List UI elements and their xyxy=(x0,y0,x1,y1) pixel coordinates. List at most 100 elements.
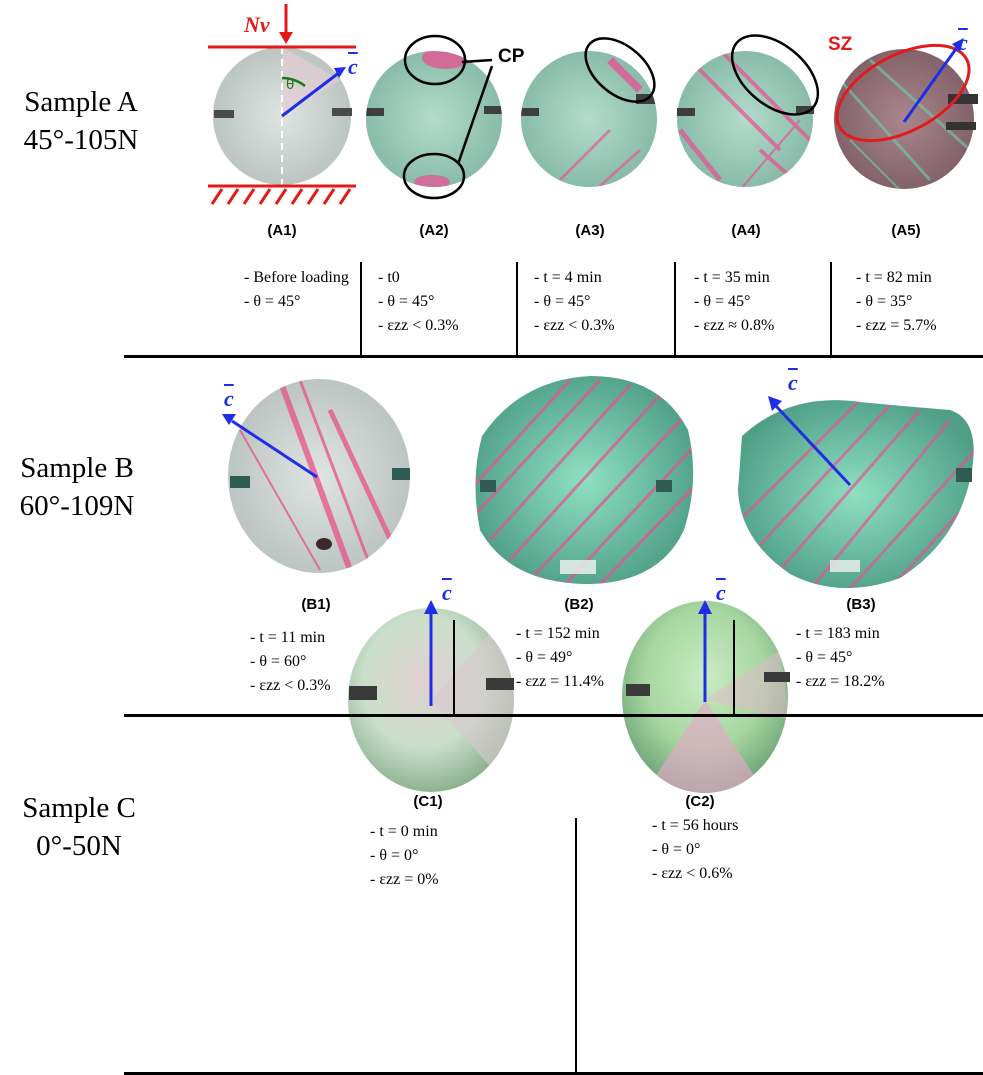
c-axis-arrow-a5 xyxy=(902,45,960,123)
sample-c-params: 0°-50N xyxy=(36,830,122,862)
divider-a4-a5 xyxy=(830,262,832,356)
info-a4: - t = 35 min - θ = 45° - εzz ≈ 0.8% xyxy=(694,266,774,338)
c-label-a5: c xyxy=(958,30,968,56)
info-line: - t = 183 min xyxy=(796,625,880,642)
crystal-c2 xyxy=(622,600,790,793)
cp-label: CP xyxy=(498,46,524,68)
info-b3: - t = 183 min - θ = 45° - εzz = 18.2% xyxy=(796,622,885,694)
info-c1: - t = 0 min - θ = 0° - εzz = 0% xyxy=(370,820,439,892)
fixed-support-hatching xyxy=(210,188,352,205)
c-label-b1-text: c xyxy=(224,386,234,411)
info-line: - t = 11 min xyxy=(250,629,326,646)
c-label-c2: c xyxy=(716,580,726,606)
crystal-a5 xyxy=(834,38,978,189)
info-line: - εzz = 11.4% xyxy=(516,673,605,690)
separator-b xyxy=(124,714,983,717)
info-line: - Before loading xyxy=(244,269,349,286)
crystal-b2 xyxy=(475,376,694,584)
info-b2: - t = 152 min - θ = 49° - εzz = 11.4% xyxy=(516,622,604,694)
info-line: - θ = 45° xyxy=(378,293,435,310)
caption-a3: (A3) xyxy=(575,222,605,239)
caption-b1: (B1) xyxy=(301,596,331,613)
divider-a2-a3 xyxy=(516,262,518,356)
info-a2: - t0 - θ = 45° - εzz < 0.3% xyxy=(378,266,459,338)
info-line: - εzz < 0.3% xyxy=(378,317,459,334)
info-b1: - t = 11 min - θ = 60° - εzz < 0.3% xyxy=(250,626,331,698)
c-label-b3-text: c xyxy=(788,370,798,395)
divider-b2-b3 xyxy=(733,620,735,716)
caption-a2: (A2) xyxy=(419,222,449,239)
info-line: - εzz < 0.3% xyxy=(250,677,331,694)
crystal-b3 xyxy=(738,396,974,589)
info-line: - t = 35 min xyxy=(694,269,770,286)
crystal-a1 xyxy=(208,4,356,205)
info-line: - εzz < 0.6% xyxy=(652,865,733,882)
shear-zone-outline xyxy=(835,43,971,143)
sample-a-label: Sample A 45°-105N xyxy=(6,83,156,159)
sz-label-text: SZ xyxy=(828,34,853,55)
sample-c-name: Sample C xyxy=(22,792,136,824)
sample-b-label: Sample B 60°-109N xyxy=(2,449,152,525)
info-line: - εzz ≈ 0.8% xyxy=(694,317,775,334)
c-label-a1-text: c xyxy=(348,54,358,79)
info-line: - θ = 35° xyxy=(856,293,913,310)
info-line: - θ = 0° xyxy=(652,841,701,858)
sample-b-name: Sample B xyxy=(20,452,134,484)
info-line: - t = 152 min xyxy=(516,625,600,642)
c-label-a1: c xyxy=(348,54,358,80)
crystal-c1 xyxy=(348,600,514,792)
crystal-a2 xyxy=(366,51,502,187)
c-label-a5-text: c xyxy=(958,30,968,55)
crystal-a4 xyxy=(677,51,814,187)
info-line: - t = 0 min xyxy=(370,823,438,840)
info-line: - θ = 60° xyxy=(250,653,307,670)
c-label-c1: c xyxy=(442,580,452,606)
info-line: - θ = 49° xyxy=(516,649,573,666)
caption-a5: (A5) xyxy=(891,222,921,239)
divider-b1-b2 xyxy=(453,620,455,716)
divider-c1-c2 xyxy=(575,818,577,1074)
c-label-c2-text: c xyxy=(716,580,726,605)
c-label-b1: c xyxy=(224,386,234,412)
load-label-text: Nv xyxy=(244,12,270,37)
info-line: - t = 82 min xyxy=(856,269,932,286)
caption-c1: (C1) xyxy=(413,793,443,810)
crystal-b1 xyxy=(222,379,410,573)
info-a1: - Before loading - θ = 45° xyxy=(244,266,349,314)
info-line: - θ = 0° xyxy=(370,847,419,864)
theta-label: θ xyxy=(286,76,294,93)
info-line: - θ = 45° xyxy=(534,293,591,310)
c-axis-arrow-b3 xyxy=(774,404,852,487)
info-line: - θ = 45° xyxy=(244,293,301,310)
info-line: - εzz < 0.3% xyxy=(534,317,615,334)
sample-b-params: 60°-109N xyxy=(19,490,135,522)
info-a5: - t = 82 min - θ = 35° - εzz = 5.7% xyxy=(856,266,937,338)
divider-a1-a2 xyxy=(360,262,362,356)
theta-label-text: θ xyxy=(286,76,295,93)
info-a3: - t = 4 min - θ = 45° - εzz < 0.3% xyxy=(534,266,615,338)
sample-a-params: 45°-105N xyxy=(23,124,139,156)
c-axis-arrow-a1 xyxy=(281,70,341,118)
caption-b3: (B3) xyxy=(846,596,876,613)
caption-c2: (C2) xyxy=(685,793,715,810)
info-line: - θ = 45° xyxy=(694,293,751,310)
cp-label-text: CP xyxy=(498,46,525,67)
caption-b2: (B2) xyxy=(564,596,594,613)
c-label-c1-text: c xyxy=(442,580,452,605)
theta-arc xyxy=(281,76,306,88)
load-label: Nv xyxy=(244,12,270,38)
sample-c-label: Sample C 0°-50N xyxy=(4,789,154,865)
info-line: - εzz = 5.7% xyxy=(856,317,937,334)
info-line: - εzz = 18.2% xyxy=(796,673,885,690)
info-line: - t = 4 min xyxy=(534,269,602,286)
info-line: - t = 56 hours xyxy=(652,817,739,834)
info-line: - t0 xyxy=(378,269,400,286)
divider-a3-a4 xyxy=(674,262,676,356)
caption-a1: (A1) xyxy=(267,222,297,239)
c-label-b3: c xyxy=(788,370,798,396)
info-c2: - t = 56 hours - θ = 0° - εzz < 0.6% xyxy=(652,814,738,886)
sample-a-name: Sample A xyxy=(24,86,138,118)
sz-label: SZ xyxy=(828,34,852,56)
